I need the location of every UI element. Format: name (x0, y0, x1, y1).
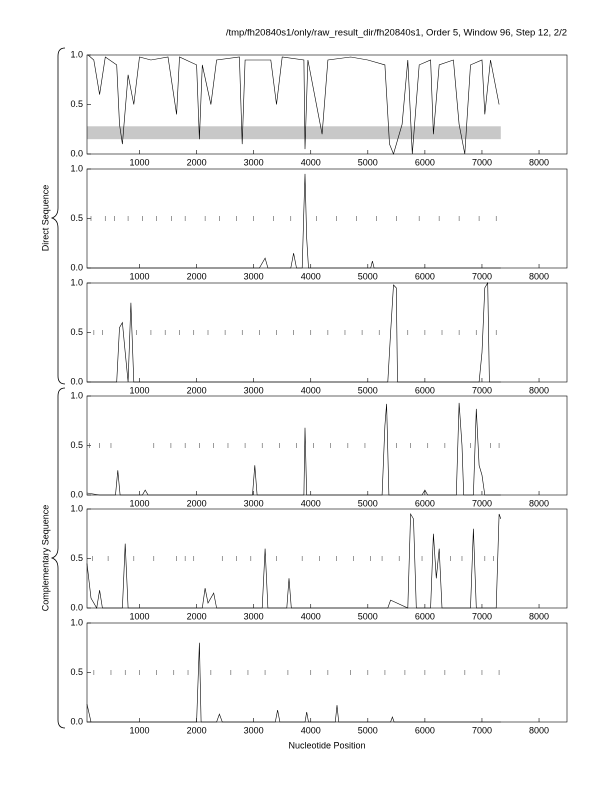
x-tick-label: 3000 (244, 498, 264, 508)
x-tick-label: 5000 (358, 271, 378, 281)
x-tick-label: 3000 (244, 611, 264, 621)
x-tick-label: 5000 (358, 498, 378, 508)
x-tick-label: 1000 (129, 271, 149, 281)
trace (86, 642, 501, 723)
x-tick-label: 1000 (129, 385, 149, 395)
x-tick-label: 5000 (358, 385, 378, 395)
x-tick-label: 2000 (187, 498, 207, 508)
x-tick-label: 8000 (529, 611, 549, 621)
plot-frame (86, 508, 568, 609)
x-tick-label: 4000 (301, 271, 321, 281)
y-tick-label: 0.5 (70, 440, 83, 450)
y-tick-label: 1.0 (70, 390, 83, 400)
threshold-band (87, 126, 501, 140)
trace (86, 512, 502, 609)
x-tick-label: 1000 (129, 725, 149, 735)
x-tick-label: 6000 (415, 611, 435, 621)
plot-frame (86, 622, 568, 723)
x-tick-label: 3000 (244, 385, 264, 395)
x-tick-label: 4000 (301, 611, 321, 621)
x-tick-label: 4000 (301, 498, 321, 508)
x-tick-label: 3000 (244, 271, 264, 281)
y-tick-label: 0.0 (70, 716, 83, 726)
y-tick-label: 0.5 (70, 327, 83, 337)
brace (50, 47, 66, 385)
plot-frame (86, 168, 568, 269)
y-tick-label: 1.0 (70, 163, 83, 173)
x-tick-label: 5000 (358, 725, 378, 735)
x-tick-label: 4000 (301, 385, 321, 395)
x-tick-label: 5000 (358, 611, 378, 621)
x-tick-label: 2000 (187, 157, 207, 167)
x-tick-label: 2000 (187, 611, 207, 621)
x-tick-label: 3000 (244, 157, 264, 167)
y-tick-label: 1.0 (70, 617, 83, 627)
plot-frame (86, 395, 568, 496)
y-tick-label: 1.0 (70, 277, 83, 287)
trace (86, 402, 501, 496)
header: /tmp/fh20840s1/only/raw_result_dir/fh208… (226, 28, 567, 39)
y-tick-label: 1.0 (70, 503, 83, 513)
x-tick-label: 6000 (415, 385, 435, 395)
x-tick-label: 2000 (187, 725, 207, 735)
x-tick-label: 6000 (415, 725, 435, 735)
x-tick-label: 1000 (129, 498, 149, 508)
x-tick-label: 8000 (529, 498, 549, 508)
group-label: Complementary Sequence (40, 505, 50, 612)
x-tick-label: 8000 (529, 157, 549, 167)
brace (50, 387, 66, 729)
x-axis-label: Nucleotide Position (288, 740, 365, 750)
y-tick-label: 0.0 (70, 148, 83, 158)
y-tick-label: 0.5 (70, 99, 83, 109)
y-tick-label: 0.0 (70, 602, 83, 612)
x-tick-label: 7000 (472, 498, 492, 508)
x-tick-label: 2000 (187, 385, 207, 395)
x-tick-label: 7000 (472, 271, 492, 281)
x-tick-label: 4000 (301, 725, 321, 735)
x-tick-label: 8000 (529, 385, 549, 395)
y-tick-label: 0.5 (70, 667, 83, 677)
x-tick-label: 2000 (187, 271, 207, 281)
x-tick-label: 7000 (472, 385, 492, 395)
x-tick-label: 7000 (472, 611, 492, 621)
y-tick-label: 0.5 (70, 213, 83, 223)
x-tick-label: 7000 (472, 157, 492, 167)
y-tick-label: 1.0 (70, 49, 83, 59)
x-tick-label: 6000 (415, 157, 435, 167)
x-tick-label: 6000 (415, 498, 435, 508)
y-tick-label: 0.5 (70, 553, 83, 563)
x-tick-label: 7000 (472, 725, 492, 735)
x-tick-label: 6000 (415, 271, 435, 281)
x-tick-label: 1000 (129, 157, 149, 167)
group-label: Direct Sequence (40, 185, 50, 252)
x-tick-label: 8000 (529, 271, 549, 281)
trace (87, 173, 501, 269)
y-tick-label: 0.0 (70, 489, 83, 499)
x-tick-label: 3000 (244, 725, 264, 735)
y-tick-label: 0.0 (70, 262, 83, 272)
y-tick-label: 0.0 (70, 376, 83, 386)
trace (87, 281, 501, 383)
x-tick-label: 8000 (529, 725, 549, 735)
x-tick-label: 4000 (301, 157, 321, 167)
x-tick-label: 5000 (358, 157, 378, 167)
x-tick-label: 1000 (129, 611, 149, 621)
trace (87, 54, 500, 155)
plot-frame (86, 282, 568, 383)
